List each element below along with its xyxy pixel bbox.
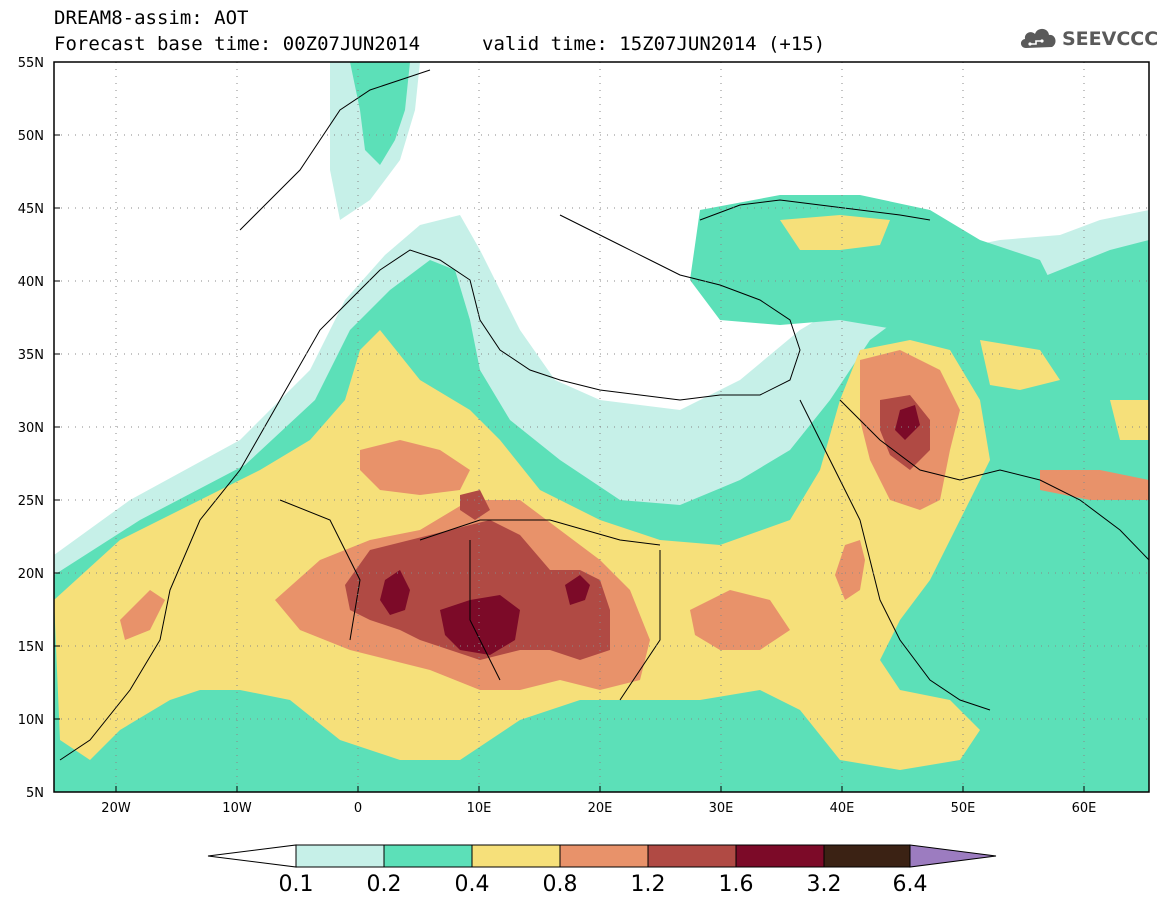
lon-label: 0 — [354, 801, 362, 816]
lon-label: 20E — [588, 801, 613, 816]
colorbar-label: 0.2 — [366, 872, 402, 897]
lat-label: 30N — [18, 421, 44, 436]
lon-label: 20W — [101, 801, 131, 816]
lat-label: 40N — [18, 275, 44, 290]
aot-fields — [54, 62, 1149, 792]
colorbar-label: 1.6 — [718, 872, 754, 897]
colorbar-swatch — [295, 844, 385, 868]
lon-labels: 20W 10W 0 10E 20E 30E 40E 50E 60E — [101, 801, 1096, 816]
colorbar-under-triangle — [207, 844, 297, 868]
lat-label: 15N — [18, 640, 44, 655]
seevccc-logo: SEEVCCC — [1018, 24, 1158, 54]
lat-label: 45N — [18, 202, 44, 217]
aot-band-1.2 — [345, 395, 930, 660]
cloud-icon — [1018, 24, 1058, 54]
lat-label: 20N — [18, 567, 44, 582]
lon-label: 40E — [830, 801, 855, 816]
map-title: DREAM8-assim: AOT — [54, 7, 249, 29]
colorbar — [207, 844, 997, 868]
colorbar-label: 0.8 — [542, 872, 578, 897]
gridlines — [54, 62, 1149, 792]
logo-text: SEEVCCC — [1062, 28, 1159, 50]
valid-time: valid time: 15Z07JUN2014 (+15) — [482, 33, 826, 55]
coastlines — [59, 69, 1149, 761]
lon-label: 10E — [467, 801, 492, 816]
lon-label: 10W — [222, 801, 252, 816]
colorbar-swatch — [647, 844, 737, 868]
colorbar-swatch — [383, 844, 473, 868]
forecast-base-time: Forecast base time: 00Z07JUN2014 — [54, 33, 421, 55]
lon-label: 60E — [1072, 801, 1097, 816]
lat-label: 35N — [18, 348, 44, 363]
colorbar-label: 3.2 — [806, 872, 842, 897]
lat-label: 55N — [18, 56, 44, 71]
colorbar-label: 6.4 — [892, 872, 928, 897]
lat-label: 5N — [26, 786, 44, 801]
colorbar-over-triangle — [909, 844, 997, 868]
tick-marks — [54, 61, 1085, 793]
lon-label: 30E — [709, 801, 734, 816]
colorbar-label: 0.4 — [454, 872, 490, 897]
colorbar-label: 0.1 — [278, 872, 314, 897]
lat-labels: 55N 50N 45N 40N 35N 30N 25N 20N 15N 10N … — [18, 56, 44, 801]
colorbar-swatch — [823, 844, 911, 868]
lat-label: 25N — [18, 494, 44, 509]
colorbar-swatch — [735, 844, 825, 868]
colorbar-label: 1.2 — [630, 872, 666, 897]
lat-label: 50N — [18, 129, 44, 144]
colorbar-swatch — [559, 844, 649, 868]
colorbar-swatch — [471, 844, 561, 868]
lat-label: 10N — [18, 713, 44, 728]
lon-label: 50E — [951, 801, 976, 816]
